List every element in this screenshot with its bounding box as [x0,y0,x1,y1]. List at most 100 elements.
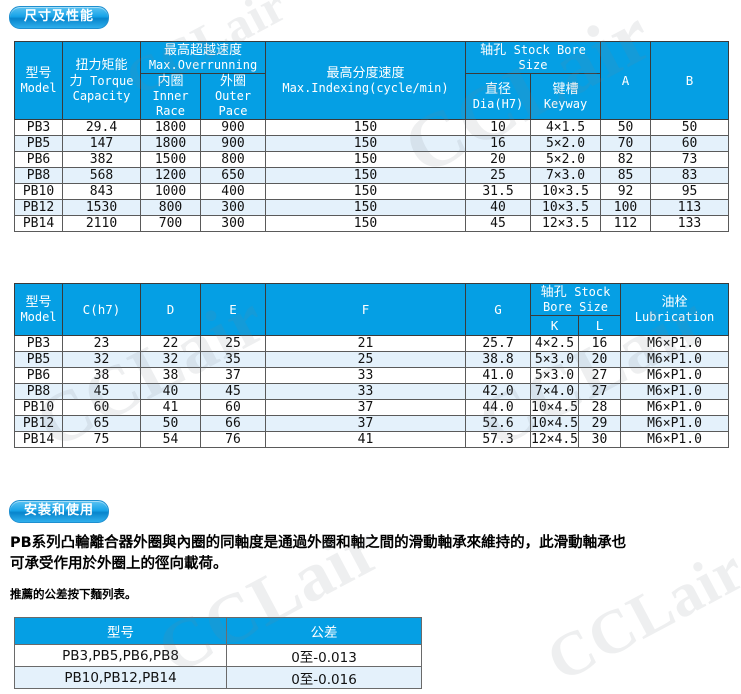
table-row: PB6 382 1500 800 150 20 5×2.0 82 73 [14,151,730,168]
cell-a: 85 [600,167,652,184]
table-row: PB3,PB5,PB6,PB8 0至-0.013 [14,644,422,667]
cell-torque: 1530 [62,199,141,216]
cell-indexing: 150 [265,135,466,152]
cell-inner: 1200 [140,167,201,184]
th-dim-d: D [140,283,201,336]
tolerance-note: 推薦的公差按下麵列表。 [10,587,137,601]
cell-indexing: 150 [265,215,466,232]
cell-k: 5×3.0 [530,367,579,384]
cell-keyway: 12×3.5 [529,215,602,232]
cell-indexing: 150 [265,183,466,200]
cell-dia: 25 [465,167,531,184]
cell-e: 66 [200,415,266,432]
table-header-row: 型号 Model 扭力矩能 力 Torque Capacity 最高超越速度 M… [14,41,730,120]
th-dim-f: F [265,283,466,336]
cell-lubrication: M6×P1.0 [620,415,730,432]
th-dim-e: E [200,283,266,336]
spec-table-performance: 型号 Model 扭力矩能 力 Torque Capacity 最高超越速度 M… [14,41,730,232]
cell-g: 52.6 [465,415,531,432]
cell-l: 29 [577,415,622,432]
table-row: PB12 65 50 66 37 52.6 10×4.5 29 M6×P1.0 [14,415,730,432]
th-tol-model: 型号 [14,617,227,645]
th-tol-tolerance: 公差 [226,617,422,645]
install-paragraph-line-2: 可承受作用於外圈上的徑向載荷。 [10,556,228,572]
cell-dia: 16 [465,135,531,152]
table-row: PB8 568 1200 650 150 25 7×3.0 85 83 [14,167,730,184]
cell-model: PB5 [14,135,63,152]
th-model: 型号 Model [14,41,63,120]
cell-a: 92 [600,183,652,200]
cell-b: 50 [650,119,730,136]
table-row: PB8 45 40 45 33 42.0 7×4.0 27 M6×P1.0 [14,383,730,400]
table-header-row: 型号 公差 [14,617,422,645]
cell-inner: 800 [140,199,201,216]
th-bore-dia: 直径 Dia(H7) [465,73,531,120]
cell-a: 50 [600,119,652,136]
install-paragraph-line-1: PB系列凸輪離合器外圈與內圈的同軸度是通過外圈和軸之間的滑動軸承來維持的，此滑動… [10,535,627,551]
cell-inner: 700 [140,215,201,232]
cell-c: 23 [62,335,141,352]
cell-model: PB3 [14,335,63,352]
cell-lubrication: M6×P1.0 [620,367,730,384]
cell-dia: 31.5 [465,183,531,200]
cell-g: 42.0 [465,383,531,400]
table-row: PB5 147 1800 900 150 16 5×2.0 70 60 [14,135,730,152]
cell-l: 30 [577,431,622,448]
cell-c: 75 [62,431,141,448]
cell-e: 25 [200,335,266,352]
cell-g: 57.3 [465,431,531,448]
cell-outer: 900 [200,135,266,152]
cell-model: PB10 [14,183,63,200]
cell-f: 33 [265,367,466,384]
cell-e: 37 [200,367,266,384]
cell-f: 33 [265,383,466,400]
install-paragraph: PB系列凸輪離合器外圈與內圈的同軸度是通過外圈和軸之間的滑動軸承來維持的，此滑動… [10,533,735,575]
cell-dia: 20 [465,151,531,168]
cell-outer: 300 [200,199,266,216]
cell-torque: 29.4 [62,119,141,136]
th-lubrication: 油栓 Lubrication [620,283,730,336]
th-stock-bore-size: 轴孔 Stock Bore Size [464,41,602,74]
th-stock-bore-size: 轴孔 Stock Bore Size [529,283,622,316]
cell-lubrication: M6×P1.0 [620,399,730,416]
th-bore-keyway: 键槽 Keyway [529,73,602,120]
table-row: PB5 32 32 35 25 38.8 5×3.0 20 M6×P1.0 [14,351,730,368]
cell-dia: 40 [465,199,531,216]
cell-l: 20 [577,351,622,368]
cell-tol-model: PB10,PB12,PB14 [14,666,227,689]
cell-torque: 382 [62,151,141,168]
cell-dia: 10 [465,119,531,136]
cell-keyway: 10×3.5 [529,183,602,200]
cell-e: 45 [200,383,266,400]
cell-model: PB8 [14,383,63,400]
cell-keyway: 10×3.5 [529,199,602,216]
cell-l: 27 [577,383,622,400]
cell-b: 113 [650,199,730,216]
th-max-indexing: 最高分度速度 Max.Indexing(cycle/min) [265,41,466,120]
cell-c: 32 [62,351,141,368]
cell-model: PB12 [14,199,63,216]
cell-indexing: 150 [265,119,466,136]
table-row: PB10 843 1000 400 150 31.5 10×3.5 92 95 [14,183,730,200]
cell-d: 41 [140,399,201,416]
cell-outer: 650 [200,167,266,184]
cell-c: 45 [62,383,141,400]
cell-keyway: 5×2.0 [529,151,602,168]
cell-d: 54 [140,431,201,448]
cell-f: 37 [265,415,466,432]
cell-g: 25.7 [465,335,531,352]
cell-l: 28 [577,399,622,416]
cell-lubrication: M6×P1.0 [620,335,730,352]
cell-g: 38.8 [465,351,531,368]
cell-model: PB14 [14,215,63,232]
cell-b: 73 [650,151,730,168]
cell-k: 12×4.5 [530,431,579,448]
th-bore-k: K [530,315,579,336]
th-dim-g: G [465,283,531,336]
th-max-overrunning: 最高超越速度 Max.Overrunning [140,41,266,74]
cell-model: PB3 [14,119,63,136]
cell-e: 35 [200,351,266,368]
th-dim-b: B [650,41,730,120]
cell-a: 70 [600,135,652,152]
cell-model: PB5 [14,351,63,368]
